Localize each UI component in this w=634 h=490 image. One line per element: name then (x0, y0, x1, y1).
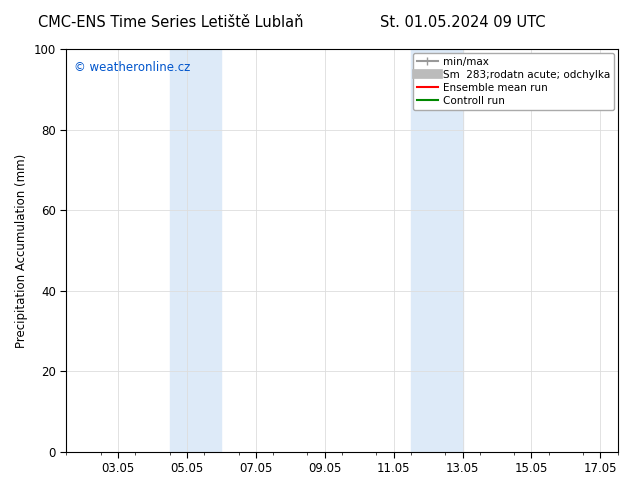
Y-axis label: Precipitation Accumulation (mm): Precipitation Accumulation (mm) (15, 153, 28, 347)
Text: © weatheronline.cz: © weatheronline.cz (74, 61, 191, 74)
Bar (411, 49, 463, 452)
Text: CMC-ENS Time Series Letiště Lublaň: CMC-ENS Time Series Letiště Lublaň (39, 15, 304, 30)
Bar (170, 49, 221, 452)
Text: St. 01.05.2024 09 UTC: St. 01.05.2024 09 UTC (380, 15, 546, 30)
Legend: min/max, Sm  283;rodatn acute; odchylka, Ensemble mean run, Controll run: min/max, Sm 283;rodatn acute; odchylka, … (413, 52, 614, 110)
